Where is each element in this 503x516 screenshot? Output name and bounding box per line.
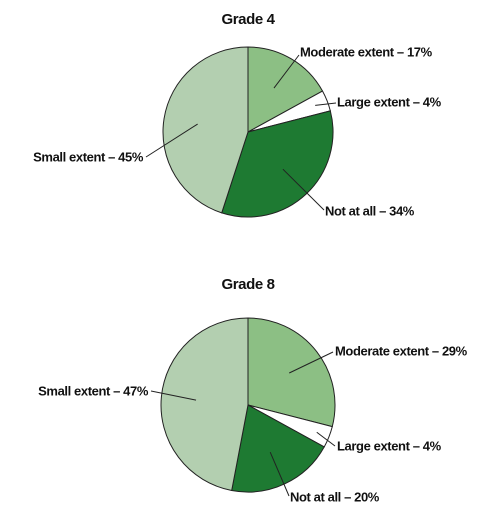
- pie-slice: [221, 110, 334, 218]
- pie-slice: [160, 317, 249, 492]
- leader-line: [315, 102, 337, 106]
- slice-label: Moderate extent – 17%: [300, 44, 433, 59]
- leader-line: [282, 168, 325, 211]
- pie-slice: [231, 404, 325, 493]
- chart-title: Grade 8: [221, 276, 274, 293]
- pie-slice: [247, 46, 324, 133]
- pie-slice: [162, 46, 249, 214]
- slice-label: Not at all – 34%: [325, 203, 415, 218]
- leader-line: [145, 123, 198, 158]
- leader-line: [273, 54, 300, 89]
- slice-label: Not at all – 20%: [290, 489, 380, 504]
- leader-line: [150, 390, 197, 401]
- chart-title: Grade 4: [221, 11, 275, 28]
- slice-label: Large extent – 4%: [337, 438, 442, 453]
- leader-line: [289, 351, 334, 374]
- slice-label: Moderate extent – 29%: [335, 343, 468, 358]
- leader-line: [316, 431, 336, 447]
- slice-label: Large extent – 4%: [337, 94, 442, 109]
- leader-line: [269, 452, 290, 497]
- slice-label: Small extent – 45%: [33, 149, 144, 164]
- slice-label: Small extent – 47%: [38, 383, 149, 398]
